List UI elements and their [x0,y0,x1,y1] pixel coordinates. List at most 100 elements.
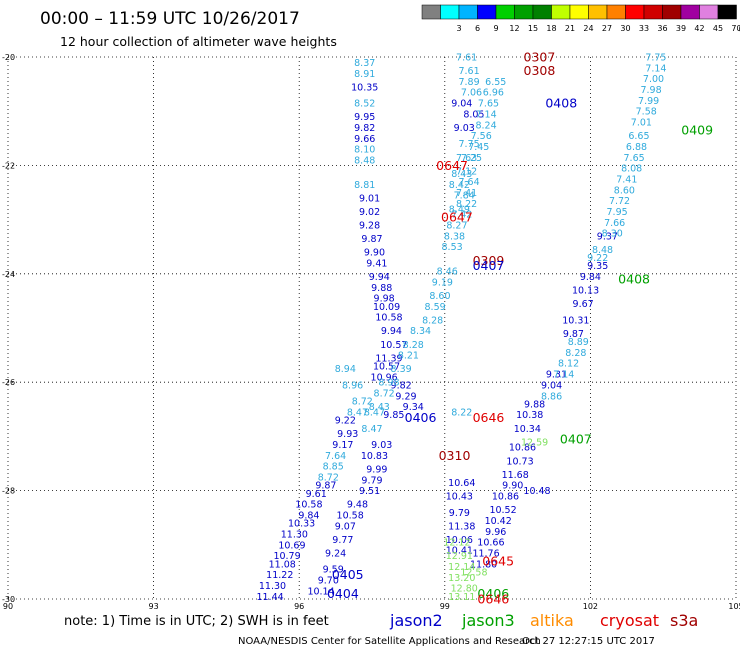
scale-swatch [477,4,497,20]
wave-height-point: 11.76 [472,548,499,559]
wave-height-point: 8.12 [558,359,579,370]
wave-height-point: 7.12 [456,166,477,177]
track-label: 0310 [439,448,471,463]
wave-height-point: 8.43 [369,402,390,413]
wave-height-point: 10.43 [446,492,473,503]
wave-height-point: 9.70 [318,576,339,587]
wave-height-point: 7.14 [475,109,496,120]
x-tick-label: 102 [583,602,598,611]
wave-height-point: 8.24 [475,120,496,131]
wave-height-point: 8.81 [354,180,375,191]
wave-height-point: 7.99 [638,96,659,107]
wave-height-point: 9.37 [597,231,618,242]
scale-swatch [643,4,663,20]
scale-label: 30 [620,24,630,33]
wave-height-point: 9.35 [587,261,608,272]
wave-height-point: 8.21 [398,351,419,362]
wave-height-point: 8.05 [463,109,484,120]
wave-height-point: 8.38 [444,231,465,242]
scale-label: 9 [493,24,498,33]
wave-height-point: 9.87 [563,329,584,340]
wave-height-point: 7.84 [454,191,475,202]
wave-height-point: 10.13 [572,286,599,297]
wave-height-point: 11.44 [256,592,283,603]
scale-unit: (ft) [739,24,740,33]
wave-height-point: 9.94 [369,272,390,283]
wave-height-point: 9.84 [580,272,601,283]
wave-height-point: 9.03 [454,123,475,134]
wave-height-point: 7.01 [631,118,652,129]
legend-item-altika: altika [530,611,574,630]
track-label: 0404 [327,586,359,601]
wave-height-point: 8.22 [456,199,477,210]
wave-height-point: 9.02 [359,207,380,218]
x-tick-label: 99 [440,602,450,611]
scale-swatch [551,4,571,20]
wave-height-point: 7.95 [607,207,628,218]
wave-height-point: 8.91 [354,69,375,80]
wave-height-point: 10.64 [448,478,475,489]
wave-height-point: 7.14 [553,370,574,381]
wave-height-point: 10.57 [380,340,407,351]
wave-height-point: 7.00 [643,74,664,85]
scale-label: 27 [602,24,612,33]
wave-height-point: 6.65 [628,131,649,142]
wave-height-point: 8.60 [614,185,635,196]
wave-height-point: 8.28 [403,340,424,351]
wave-height-point: 10.86 [509,443,536,454]
wave-height-point: 12.14 [448,562,475,573]
scale-swatch [440,4,460,20]
wave-height-point: 9.88 [524,399,545,410]
wave-height-point: 7.63 [456,153,477,164]
wave-height-point: 7.75 [458,139,479,150]
scale-label: 45 [713,24,723,33]
track-label: 0408 [545,96,577,111]
wave-height-point: 9.93 [337,429,358,440]
wave-height-point: 9.94 [381,326,402,337]
wave-height-point: 7.61 [458,66,479,77]
wave-height-point: 8.72 [352,397,373,408]
wave-height-point: 10.57 [373,361,400,372]
wave-height-point: 10.58 [295,500,322,511]
wave-height-point: 10.34 [514,424,541,435]
wave-height-point: 6.55 [485,77,506,88]
wave-height-point: 9.77 [332,535,353,546]
wave-height-point: 9.95 [354,112,375,123]
wave-height-point: 8.52 [354,99,375,110]
wave-height-point: 7.06 [461,88,482,99]
wave-height-point: 11.30 [281,529,308,540]
wave-height-point: 9.99 [366,464,387,475]
track-label: 0406 [405,410,437,425]
wave-height-point: 9.31 [546,370,567,381]
track-label: 0646 [477,592,509,607]
scale-label: 3 [456,24,461,33]
footer-note: note: 1) Time is in UTC; 2) SWH is in fe… [64,614,329,629]
wave-height-point: 7.72 [609,196,630,207]
legend-item-jason2: jason2 [389,611,443,630]
wave-height-point: 9.01 [359,193,380,204]
scale-swatch [680,4,700,20]
wave-height-point: 8.85 [323,462,344,473]
legend-item-s3a: s3a [670,611,698,630]
track-label: 0645 [482,554,514,569]
track-label: 0407 [560,432,592,447]
track-label: 0408 [618,272,650,287]
scale-swatch [717,4,737,20]
wave-height-point: 8.49 [449,204,470,215]
wave-height-point: 13.20 [448,573,475,584]
wave-height-point: 8.72 [374,389,395,400]
wave-height-point: 8.86 [541,391,562,402]
track-labels: 0307030804080409064706470309040704080406… [327,50,713,607]
wave-height-point: 10.14 [307,586,334,597]
wave-height-point: 12.58 [460,567,487,578]
wave-height-point: 9.66 [354,134,375,145]
wave-height-point: 9.61 [306,489,327,500]
wave-height-point: 7.66 [604,218,625,229]
wave-height-point: 8.98 [378,378,399,389]
wave-height-point: 9.87 [315,481,336,492]
wave-height-point: 9.03 [371,440,392,451]
satellite-legend: jason2 jason3 altika cryosat s3a [389,611,698,630]
wave-height-point: 8.96 [342,380,363,391]
wave-height-point: 11.68 [502,470,529,481]
